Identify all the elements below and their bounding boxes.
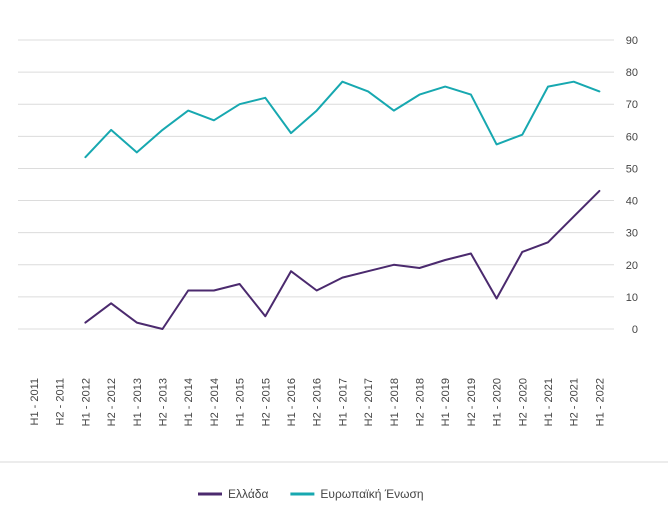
x-tick-label: H1 - 2022 (594, 378, 606, 426)
x-tick-label: H1 - 2020 (492, 378, 504, 426)
x-tick-label: H1 - 2013 (132, 378, 144, 426)
y-tick-label: 80 (626, 67, 638, 79)
x-axis-ticks: H1 - 2011 H2 - 2011 H1 - 2012 H2 - 2012 H1 -… (29, 378, 606, 426)
x-tick-label: H2 - 2017 (363, 378, 375, 426)
y-tick-label: 70 (626, 99, 638, 111)
x-tick-label: H2 - 2015 (260, 378, 272, 426)
y-tick-label: 40 (626, 196, 638, 208)
x-tick-label: H2 - 2014 (209, 378, 221, 426)
series-line-1 (84, 80, 601, 159)
legend-label: Ελλάδα (228, 487, 268, 501)
x-tick-label: H2 - 2019 (466, 378, 478, 426)
x-tick-label: H2 - 2020 (517, 378, 529, 426)
y-axis-ticks: 0 10 20 30 40 50 60 70 80 90 (626, 35, 638, 336)
y-tick-label: 20 (626, 260, 638, 272)
x-tick-label: H2 - 2018 (415, 378, 427, 426)
gridlines (18, 39, 614, 330)
y-tick-label: 0 (632, 324, 638, 336)
y-tick-label: 30 (626, 228, 638, 240)
x-tick-label: H1 - 2018 (389, 378, 401, 426)
legend-label: Ευρωπαϊκή Ένωση (320, 487, 423, 501)
y-tick-label: 10 (626, 292, 638, 304)
x-tick-label: H1 - 2014 (183, 378, 195, 426)
y-tick-label: 90 (626, 35, 638, 47)
x-tick-label: H1 - 2021 (543, 378, 555, 426)
x-tick-label: H1 - 2012 (80, 378, 92, 426)
x-tick-label: H2 - 2016 (312, 378, 324, 426)
x-tick-label: H1 - 2016 (286, 378, 298, 426)
series-line-0 (84, 189, 601, 330)
x-tick-label: H2 - 2011 (55, 378, 67, 426)
x-tick-label: H2 - 2021 (569, 378, 581, 426)
x-tick-label: H1 - 2011 (29, 378, 41, 426)
x-tick-label: H2 - 2012 (106, 378, 118, 426)
y-tick-label: 60 (626, 131, 638, 143)
x-tick-label: H1 - 2019 (440, 378, 452, 426)
series-lines (84, 80, 601, 330)
y-tick-label: 50 (626, 163, 638, 175)
x-tick-label: H2 - 2013 (158, 378, 170, 426)
x-tick-label: H1 - 2015 (235, 378, 247, 426)
legend: Ελλάδα Ευρωπαϊκή Ένωση (198, 487, 424, 501)
x-tick-label: H1 - 2017 (337, 378, 349, 426)
